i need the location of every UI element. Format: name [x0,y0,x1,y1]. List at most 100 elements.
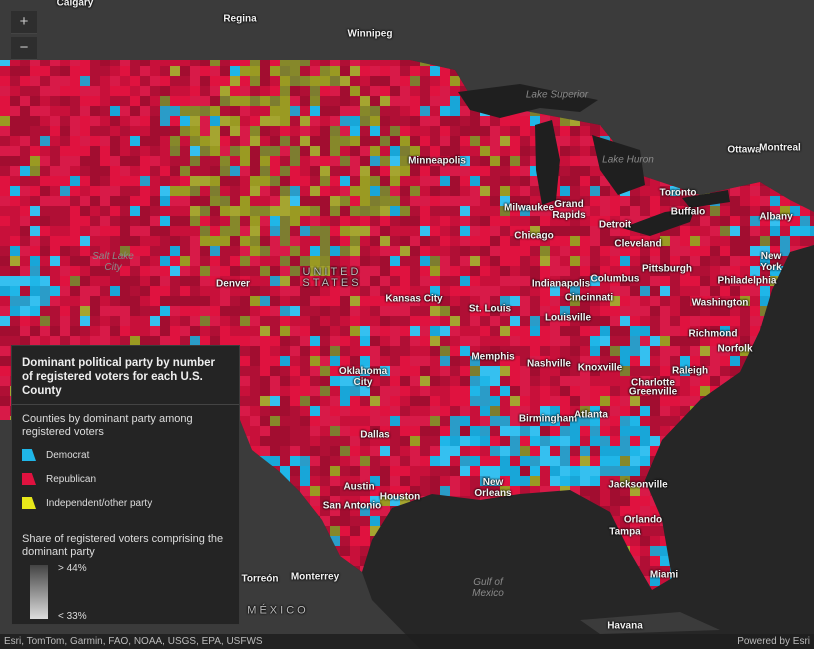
county-tile [110,166,120,176]
county-tile [470,306,480,316]
county-tile [350,356,360,366]
county-tile [20,116,30,126]
county-tile [310,466,320,476]
county-tile [340,436,350,446]
county-tile [270,336,280,346]
county-tile [30,166,40,176]
county-tile [230,60,240,66]
county-tile [660,426,670,436]
county-tile [190,106,200,116]
county-tile [310,156,320,166]
county-tile [640,346,650,356]
county-tile [420,306,430,316]
county-tile [100,186,110,196]
county-tile [410,76,420,86]
county-tile [320,356,330,366]
zoom-out[interactable]: − [11,37,37,60]
county-tile [300,356,310,366]
county-tile [430,176,440,186]
county-tile [670,336,680,346]
county-tile [400,146,410,156]
county-tile [730,186,740,196]
county-tile [270,396,280,406]
county-tile [230,66,240,76]
county-tile [700,296,710,306]
county-tile [210,336,220,346]
county-tile [470,316,480,326]
county-tile [640,446,650,456]
county-tile [500,446,510,456]
county-tile [410,126,420,136]
county-tile [130,206,140,216]
county-tile [470,336,480,346]
county-tile [700,206,710,216]
county-tile [320,226,330,236]
county-tile [630,426,640,436]
county-tile [310,196,320,206]
county-tile [500,396,510,406]
county-tile [650,256,660,266]
county-tile [270,186,280,196]
county-tile [570,276,580,286]
county-tile [450,136,460,146]
county-tile [60,236,70,246]
county-tile [110,186,120,196]
county-tile [180,296,190,306]
county-tile [430,136,440,146]
county-tile [520,426,530,436]
county-tile [270,196,280,206]
county-tile [280,436,290,446]
county-tile [290,396,300,406]
county-tile [610,206,620,216]
county-tile [410,476,420,486]
county-tile [350,516,360,526]
county-tile [720,376,730,386]
county-tile [380,446,390,456]
county-tile [150,296,160,306]
county-tile [540,426,550,436]
county-tile [160,246,170,256]
county-tile [480,366,490,376]
county-tile [460,366,470,376]
county-tile [170,146,180,156]
county-tile [450,256,460,266]
county-tile [70,96,80,106]
county-tile [470,126,480,136]
county-tile [350,376,360,386]
county-tile [680,336,690,346]
county-tile [490,316,500,326]
county-tile [640,176,650,186]
county-tile [330,466,340,476]
county-tile [530,156,540,166]
county-tile [10,316,20,326]
county-tile [420,126,430,136]
county-tile [400,466,410,476]
county-tile [490,176,500,186]
county-tile [550,336,560,346]
county-tile [10,136,20,146]
county-tile [140,186,150,196]
county-tile [560,116,570,126]
powered-by[interactable]: Powered by Esri [737,636,810,647]
county-tile [680,306,690,316]
county-tile [490,116,500,126]
county-tile [430,86,440,96]
county-tile [450,196,460,206]
county-tile [760,236,770,246]
county-tile [670,256,680,266]
county-tile [360,526,370,536]
county-tile [240,236,250,246]
county-tile [400,116,410,126]
zoom-in[interactable]: + [11,11,37,34]
county-tile [630,466,640,476]
county-tile [50,306,60,316]
county-tile [340,526,350,536]
county-tile [510,356,520,366]
county-tile [10,126,20,136]
county-tile [390,116,400,126]
county-tile [310,86,320,96]
place-label: Kansas City [385,293,443,305]
county-tile [390,296,400,306]
county-tile [430,306,440,316]
county-tile [560,276,570,286]
